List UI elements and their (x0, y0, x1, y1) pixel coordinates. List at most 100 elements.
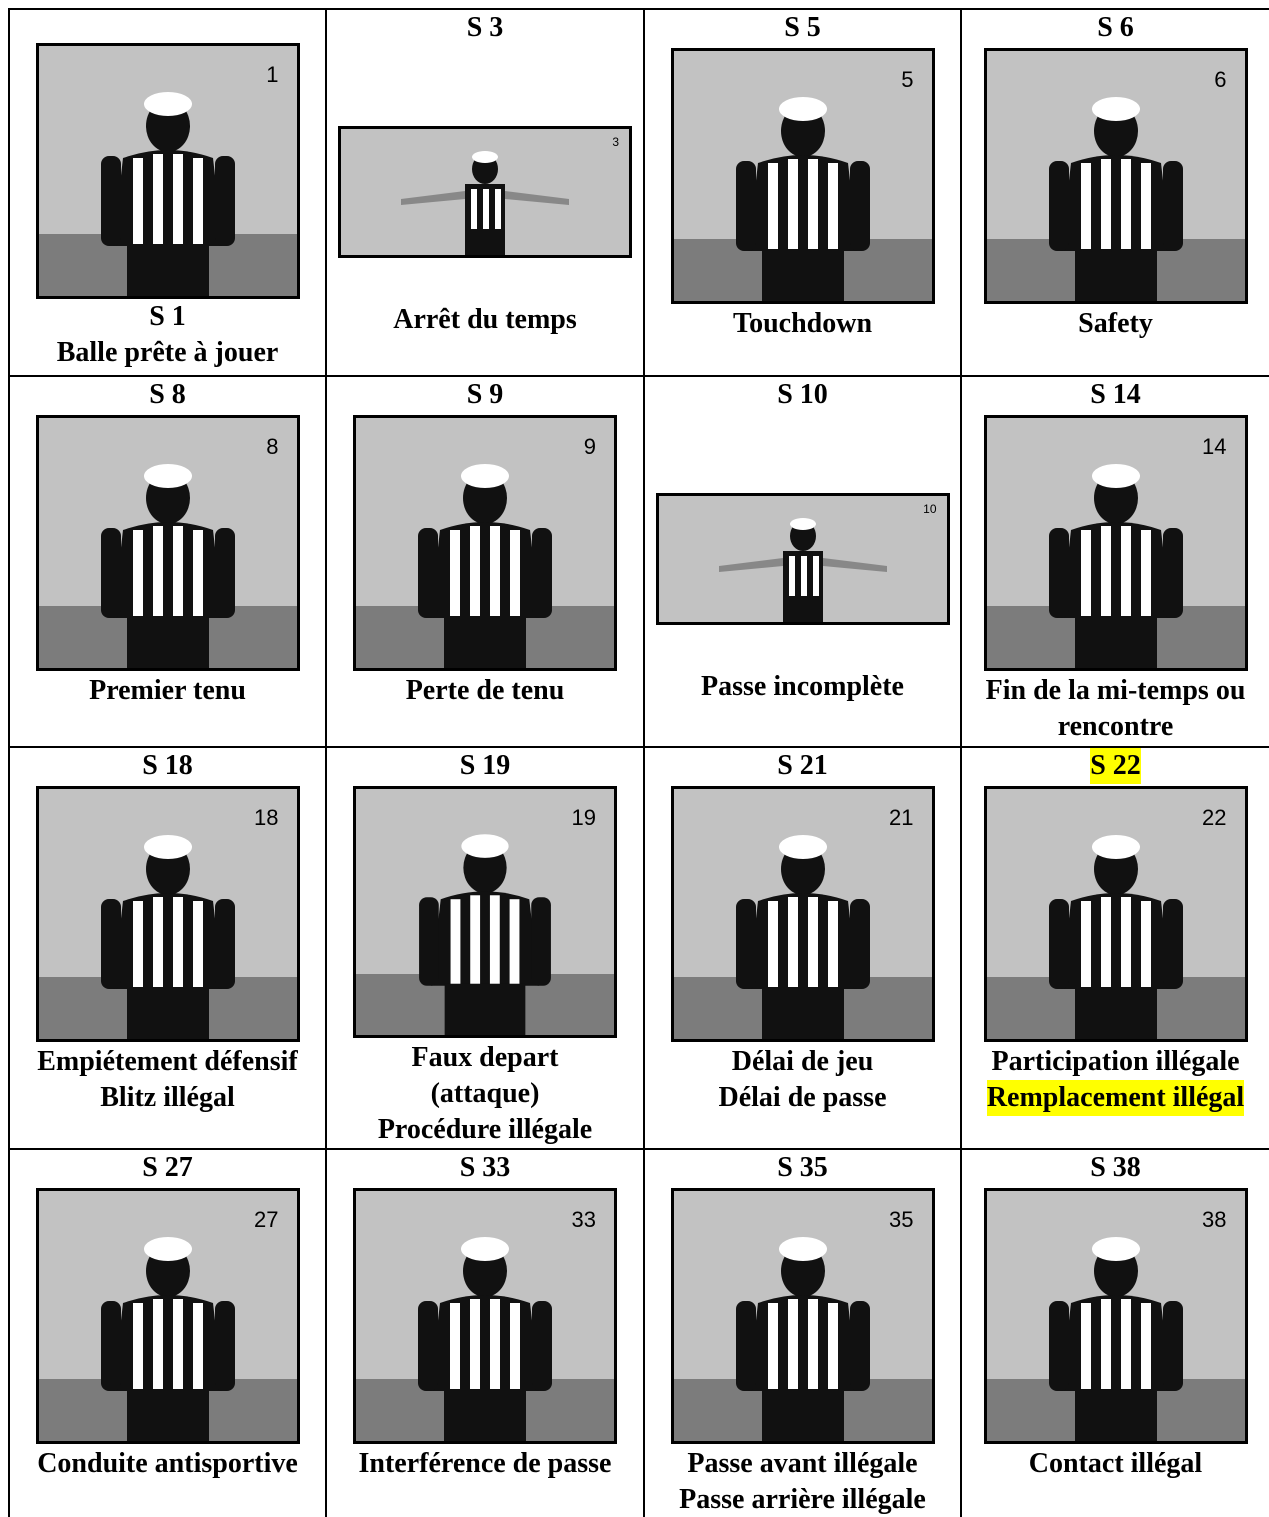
caption-line: Perte de tenu (405, 675, 565, 706)
signal-image: 21 (670, 786, 935, 1042)
caption-line: rencontre (1057, 711, 1174, 742)
image-number: 21 (889, 805, 914, 830)
image-number: 3 (612, 135, 619, 149)
image-number: 35 (889, 1207, 914, 1232)
image-number: 33 (571, 1207, 596, 1232)
signal-code: S 14 (1090, 379, 1141, 410)
image-number: 38 (1202, 1207, 1227, 1232)
referee-figure (100, 835, 235, 1039)
signal-cell: S 14 14 Fin de la mi-temps ou rencontre (962, 377, 1269, 748)
caption-line: Blitz illégal (100, 1082, 235, 1113)
signal-image: 18 (35, 786, 300, 1042)
signal-image: 33 (353, 1188, 617, 1444)
image-number: 10 (923, 502, 937, 516)
signal-image: 38 (983, 1188, 1248, 1444)
caption-line: Arrêt du temps (393, 304, 577, 335)
caption-line: Balle prête à jouer (56, 337, 279, 368)
signal-code: S 38 (1090, 1152, 1141, 1183)
caption-line: Faux depart (411, 1042, 559, 1073)
image-number: 27 (254, 1207, 279, 1232)
signal-image: 9 (353, 415, 617, 671)
referee-figure (419, 834, 551, 1035)
referee-figure (1048, 835, 1183, 1039)
image-number: 5 (901, 67, 914, 92)
caption-line: Empiétement défensif (37, 1046, 298, 1077)
referee-figure (718, 518, 887, 622)
image-number: 14 (1202, 434, 1227, 459)
signal-cell: S 33 33 Interférence de passe (327, 1150, 645, 1517)
signal-cell: S 35 35 Passe avant illégale Passe arrière … (645, 1150, 962, 1517)
signal-cell: 1 S 1 Balle prête à jouer (10, 10, 327, 377)
signal-image: 10 (655, 493, 950, 625)
signal-image: 3 (338, 126, 632, 258)
referee-figure (1048, 1237, 1183, 1441)
referee-figure (100, 92, 235, 296)
signal-cell: S 21 21 Délai de jeu Délai de passe (645, 748, 962, 1150)
caption-line: Délai de passe (718, 1082, 887, 1113)
referee-figure (735, 1237, 870, 1441)
signal-cell: S 8 8 Premier tenu (10, 377, 327, 748)
signal-code: S 35 (777, 1152, 828, 1183)
signal-image: 14 (983, 415, 1248, 671)
caption-line: Interférence de passe (358, 1448, 612, 1479)
caption-line: Conduite antisportive (37, 1448, 298, 1479)
signal-code: S 1 (149, 301, 186, 332)
referee-figure (1048, 97, 1183, 301)
image-number: 18 (254, 805, 279, 830)
signal-cell: S 22 22 Participation illégale Remplacement… (962, 748, 1269, 1150)
image-number: 8 (266, 434, 279, 459)
signal-code: S 3 (466, 12, 504, 43)
signal-code: S 10 (777, 379, 828, 410)
image-number: 9 (583, 434, 596, 459)
caption-line: Procédure illégale (377, 1114, 593, 1145)
referee-figure (100, 1237, 235, 1441)
signal-cell: S 18 18 Empiétement défensif Blitz illégal (10, 748, 327, 1150)
referee-figure (1048, 464, 1183, 668)
signal-code: S 18 (142, 750, 193, 781)
signal-image: 27 (35, 1188, 300, 1444)
caption-line: Fin de la mi-temps ou (985, 675, 1246, 706)
signal-cell: S 19 19 Faux depart (attaque) Procédure illé… (327, 748, 645, 1150)
caption-line: Premier tenu (89, 675, 246, 706)
signal-image: 8 (35, 415, 300, 671)
signal-code: S 9 (466, 379, 504, 410)
signal-image: 19 (353, 786, 617, 1038)
referee-figure (418, 464, 552, 668)
caption-line: Passe avant illégale (687, 1448, 918, 1479)
caption-line: Délai de jeu (731, 1046, 874, 1077)
signal-image: 22 (983, 786, 1248, 1042)
image-number: 19 (571, 805, 596, 830)
signal-cell: S 9 9 Perte de tenu (327, 377, 645, 748)
caption-line: Contact illégal (1028, 1448, 1203, 1479)
signal-code: S 27 (142, 1152, 193, 1183)
signal-image: 1 (35, 43, 300, 299)
signal-code: S 5 (784, 12, 821, 43)
image-number: 1 (266, 62, 279, 87)
image-number: 22 (1202, 805, 1227, 830)
signal-cell: S 10 10 Passe incomplète (645, 377, 962, 748)
caption-line: Passe arrière illégale (679, 1484, 926, 1515)
caption-line: (attaque) (430, 1078, 540, 1109)
referee-figure (735, 97, 870, 301)
caption-line: Safety (1078, 308, 1153, 339)
signal-cell: S 3 3 Arrêt du temps (327, 10, 645, 377)
signal-code: S 8 (149, 379, 186, 410)
caption-line: Passe incomplète (701, 671, 904, 702)
signal-cell: S 6 6 Safety (962, 10, 1269, 377)
signal-code: S 22 (1090, 748, 1141, 784)
signal-code: S 33 (459, 1152, 511, 1183)
signal-image: 5 (670, 48, 935, 304)
signal-code: S 6 (1097, 12, 1134, 43)
referee-figure (401, 151, 569, 255)
caption-line: Remplacement illégal (986, 1080, 1245, 1116)
referee-figure (735, 835, 870, 1039)
referee-figure (100, 464, 235, 668)
image-number: 6 (1214, 67, 1227, 92)
signal-cell: S 38 38 Contact illégal (962, 1150, 1269, 1517)
signal-cell: S 27 27 Conduite antisportive (10, 1150, 327, 1517)
signal-image: 6 (983, 48, 1248, 304)
referee-figure (418, 1237, 552, 1441)
signal-image: 35 (670, 1188, 935, 1444)
